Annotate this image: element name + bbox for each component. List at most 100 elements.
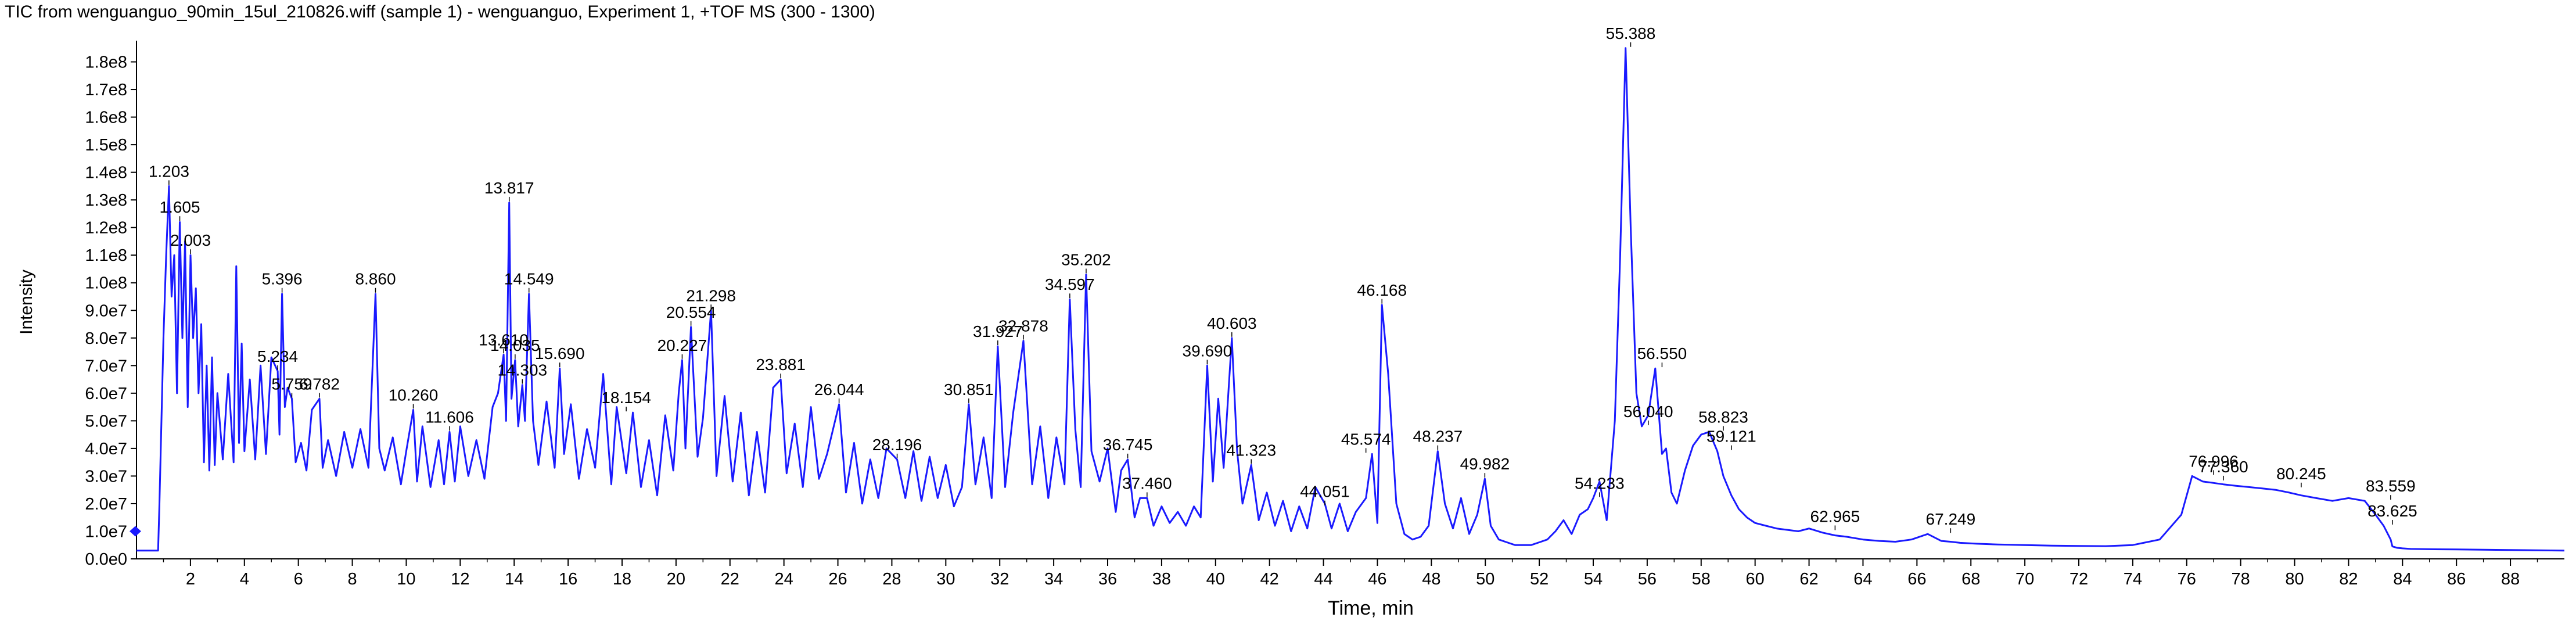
peak-label: 5.234 [257, 347, 298, 365]
x-tick-label: 78 [2232, 570, 2250, 588]
y-tick-label: 6.0e7 [85, 385, 127, 403]
x-tick-label: 50 [1476, 570, 1494, 588]
x-tick-label: 58 [1692, 570, 1711, 588]
x-tick-label: 86 [2447, 570, 2466, 588]
x-tick-label: 84 [2393, 570, 2412, 588]
x-tick-label: 70 [2015, 570, 2034, 588]
peak-label: 46.168 [1357, 281, 1407, 299]
x-tick-label: 56 [1638, 570, 1657, 588]
x-tick-label: 74 [2124, 570, 2142, 588]
x-tick-label: 54 [1584, 570, 1603, 588]
x-tick-label: 38 [1152, 570, 1171, 588]
x-tick-label: 76 [2178, 570, 2196, 588]
peak-label: 1.605 [160, 198, 200, 216]
y-axis-label: Intensity [17, 270, 36, 335]
peak-label: 56.040 [1623, 403, 1673, 421]
peak-label: 48.237 [1413, 428, 1463, 446]
peak-label: 10.260 [389, 386, 439, 404]
peak-label: 41.323 [1226, 441, 1276, 459]
y-tick-label: 1.5e8 [85, 136, 127, 155]
peak-label: 28.196 [872, 436, 922, 454]
x-tick-label: 14 [505, 570, 523, 588]
y-tick-label: 2.0e7 [85, 495, 127, 514]
y-tick-label: 1.6e8 [85, 109, 127, 127]
y-tick-label: 9.0e7 [85, 302, 127, 320]
peak-label: 62.965 [1810, 507, 1860, 525]
peak-label: 83.625 [2367, 502, 2417, 520]
peak-label: 67.249 [1926, 510, 1976, 528]
peak-label: 58.823 [1698, 408, 1748, 426]
x-tick-label: 64 [1853, 570, 1872, 588]
peak-label: 13.817 [484, 179, 534, 197]
peak-label: 1.203 [149, 162, 189, 180]
peak-label: 6.782 [299, 375, 340, 393]
x-tick-label: 6 [294, 570, 303, 588]
x-tick-label: 44 [1314, 570, 1332, 588]
peak-label: 44.051 [1300, 483, 1350, 501]
peak-label: 8.860 [355, 270, 396, 288]
peak-label: 36.745 [1103, 436, 1153, 454]
peak-label: 83.559 [2366, 477, 2416, 495]
x-tick-label: 24 [775, 570, 793, 588]
peak-label: 11.606 [425, 408, 474, 426]
x-tick-label: 22 [721, 570, 739, 588]
x-tick-label: 32 [990, 570, 1009, 588]
peak-label: 54.233 [1575, 474, 1625, 492]
y-tick-label: 1.3e8 [85, 191, 127, 210]
x-tick-label: 18 [613, 570, 631, 588]
x-tick-label: 46 [1368, 570, 1386, 588]
y-tick-label: 3.0e7 [85, 467, 127, 486]
x-tick-label: 20 [667, 570, 685, 588]
x-tick-label: 60 [1746, 570, 1765, 588]
tic-trace-line [136, 47, 2565, 552]
peak-label: 76.996 [2189, 452, 2239, 470]
y-tick-label: 5.0e7 [85, 412, 127, 430]
peak-label: 80.245 [2276, 465, 2326, 483]
peak-label: 20.227 [658, 336, 707, 354]
y-tick-label: 1.0e8 [85, 274, 127, 293]
peak-label: 35.202 [1061, 250, 1111, 268]
peak-label: 2.003 [170, 231, 211, 249]
x-tick-label: 10 [397, 570, 415, 588]
x-tick-label: 72 [2070, 570, 2088, 588]
x-tick-label: 34 [1044, 570, 1063, 588]
peak-label: 37.460 [1122, 474, 1172, 492]
y-tick-label: 1.1e8 [85, 246, 127, 265]
y-tick-label: 1.2e8 [85, 219, 127, 238]
x-tick-label: 36 [1098, 570, 1117, 588]
peak-label: 59.121 [1706, 428, 1756, 446]
baseline-marker-icon [130, 526, 141, 537]
x-tick-label: 68 [1961, 570, 1980, 588]
peak-label: 77.360 [2198, 458, 2248, 476]
peak-label: 15.690 [535, 344, 585, 363]
peak-label: 13.610 [479, 331, 529, 349]
x-axis-label: Time, min [1328, 597, 1414, 619]
peak-label: 30.851 [944, 381, 994, 399]
peak-label: 14.549 [504, 270, 554, 288]
peak-label: 14.035 [490, 336, 540, 354]
peak-label: 21.298 [686, 286, 736, 304]
x-tick-label: 4 [240, 570, 249, 588]
peak-label: 34.597 [1045, 275, 1095, 293]
peak-label: 40.603 [1207, 314, 1257, 332]
peak-label: 26.044 [814, 381, 864, 399]
y-tick-label: 4.0e7 [85, 440, 127, 458]
chart-title: TIC from wenguanguo_90min_15ul_210826.wi… [5, 2, 875, 21]
x-tick-label: 80 [2285, 570, 2304, 588]
y-tick-label: 1.0e7 [85, 522, 127, 541]
y-tick-label: 1.8e8 [85, 53, 127, 72]
x-tick-label: 30 [936, 570, 955, 588]
peak-label: 55.388 [1606, 24, 1656, 42]
y-tick-label: 0.0e0 [85, 550, 127, 569]
x-tick-label: 28 [882, 570, 901, 588]
x-tick-label: 82 [2339, 570, 2358, 588]
peak-label: 56.550 [1637, 344, 1687, 363]
peak-label: 23.881 [756, 356, 806, 374]
x-tick-label: 42 [1260, 570, 1279, 588]
peak-label: 20.554 [666, 303, 716, 321]
peak-label: 18.154 [601, 389, 651, 407]
x-tick-label: 8 [347, 570, 357, 588]
x-tick-label: 26 [828, 570, 847, 588]
